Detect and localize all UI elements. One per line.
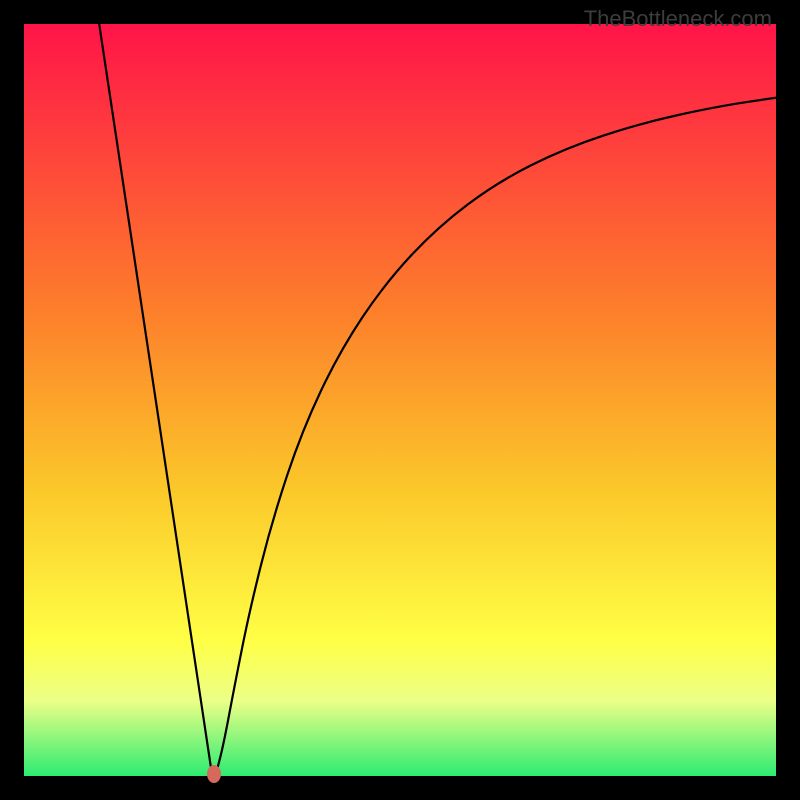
watermark-text: TheBottleneck.com <box>584 6 772 32</box>
chart-frame: TheBottleneck.com <box>0 0 800 800</box>
bottleneck-curve <box>0 0 800 800</box>
curve-path <box>99 24 776 774</box>
